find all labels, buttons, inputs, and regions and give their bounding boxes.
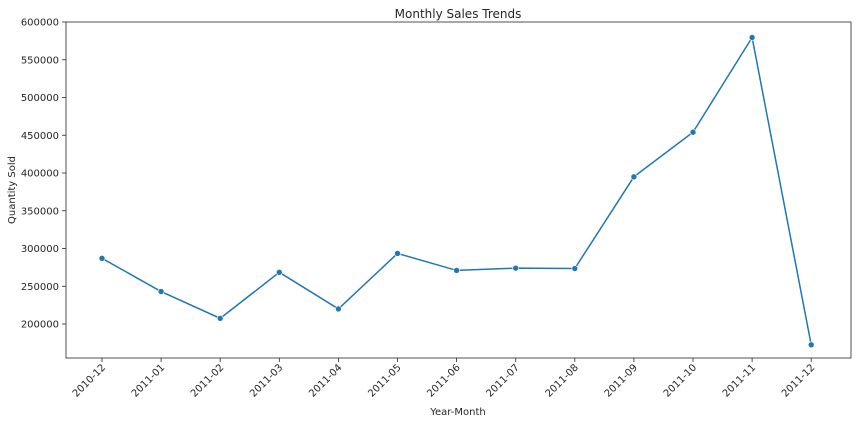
data-point (335, 305, 342, 313)
y-tick-label: 400000 (21, 169, 59, 180)
data-point (748, 34, 756, 41)
data-point (512, 264, 520, 272)
chart-title: Monthly Sales Trends (395, 7, 522, 21)
data-point (630, 173, 638, 181)
x-tick-label: 2011-02 (189, 362, 226, 399)
x-tick-label: 2011-08 (544, 362, 581, 399)
x-tick-label: 2011-05 (366, 362, 403, 399)
x-tick-label: 2011-12 (780, 362, 817, 399)
x-axis: 2010-12 2011-01 2011-02 2011-03 2011-04 2011-… (71, 358, 817, 400)
data-point (98, 255, 106, 262)
x-tick-label: 2011-04 (307, 362, 344, 399)
data-point (689, 128, 697, 136)
y-tick-label: 250000 (21, 282, 59, 293)
x-tick-label: 2011-09 (603, 362, 640, 399)
x-tick-label: 2011-03 (248, 362, 285, 399)
data-point (571, 265, 579, 272)
y-axis-label: Quantity Sold (7, 156, 18, 224)
y-axis: 200000 250000 300000 350000 400000 450000 5000… (21, 18, 66, 331)
x-tick-label: 2011-07 (484, 362, 521, 399)
y-tick-label: 200000 (21, 320, 59, 331)
x-tick-label: 2010-12 (71, 362, 108, 399)
y-tick-label: 350000 (21, 206, 59, 217)
x-axis-label: Year-Month (429, 407, 485, 418)
y-tick-label: 600000 (21, 18, 59, 29)
series-group (98, 34, 815, 349)
y-tick-label: 500000 (21, 93, 59, 104)
y-tick-label: 450000 (21, 131, 59, 142)
y-tick-label: 300000 (21, 244, 59, 255)
plot-area (65, 21, 852, 359)
x-tick-label: 2011-06 (425, 362, 462, 399)
data-point (216, 315, 224, 322)
x-tick-label: 2011-10 (662, 362, 699, 399)
data-point (157, 288, 165, 295)
data-point (275, 269, 283, 276)
data-point (453, 267, 460, 274)
data-point (807, 341, 815, 349)
y-tick-label: 550000 (21, 55, 59, 66)
x-tick-label: 2011-11 (721, 362, 758, 399)
data-point (394, 250, 401, 257)
series-line (101, 35, 812, 345)
x-tick-label: 2011-01 (130, 362, 167, 399)
